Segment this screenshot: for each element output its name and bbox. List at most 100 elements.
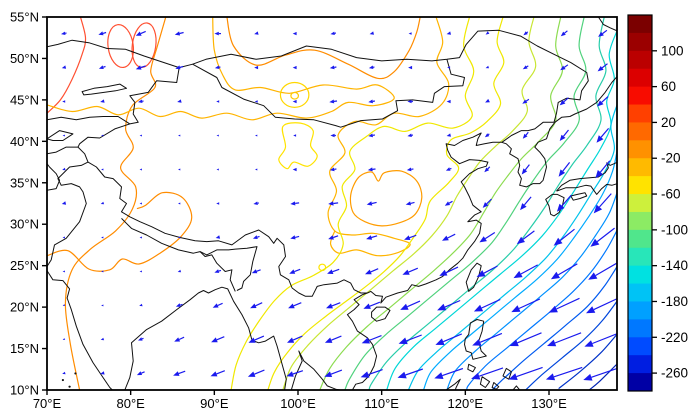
wind-arrow-head: [288, 303, 295, 309]
wind-arrow: [255, 168, 258, 171]
wind-arrow-shaft: [178, 370, 186, 375]
wind-arrow: [139, 168, 142, 171]
wind-arrow: [216, 134, 219, 137]
wind-arrow-head: [520, 203, 527, 211]
wind-arrow-head: [253, 201, 258, 205]
wind-arrow-head: [135, 65, 142, 70]
wind-arrow-shaft: [179, 31, 184, 35]
wind-arrow-head: [559, 100, 566, 106]
contour-level-20: [47, 17, 395, 121]
plot-frame: [46, 16, 618, 391]
wind-arrow-head: [363, 303, 371, 309]
colorbar-segment: [628, 301, 652, 320]
colorbar-tick-label: 60: [661, 79, 676, 94]
wind-arrow-head: [252, 235, 258, 239]
wind-arrow: [139, 303, 143, 307]
wind-arrow-shaft: [595, 262, 617, 277]
wind-arrow-shaft: [407, 300, 421, 308]
wind-arrow-head: [290, 201, 296, 206]
wind-arrow-head: [479, 236, 487, 243]
y-tick-label: 15°N: [10, 341, 39, 356]
wind-arrow-head: [434, 372, 444, 379]
wind-arrow-head: [482, 202, 489, 208]
wind-arrow-shaft: [179, 65, 184, 68]
wind-arrow-shaft: [561, 194, 572, 207]
wind-arrow: [446, 99, 451, 104]
axes-layer: 70°E 80°E 90°E 100°E 110°E 120°E 130°E 55°N 50°N…: [10, 9, 618, 411]
wind-arrow-shaft: [563, 64, 569, 68]
colorbar-tick-label: -20: [661, 151, 681, 166]
wind-arrow-head: [508, 373, 518, 380]
coastline-india-east-bengal-myanmar: [124, 286, 287, 390]
contour-level--180: [446, 190, 617, 390]
wind-arrow: [62, 134, 65, 137]
wind-arrow-shaft: [140, 30, 146, 35]
wind-arrow-shaft: [292, 370, 304, 375]
wind-arrow: [62, 304, 66, 306]
wind-arrow-head: [330, 133, 335, 138]
coastline-india-west-coast: [47, 270, 113, 390]
wind-arrow-shaft: [524, 164, 530, 171]
wind-arrow-head: [398, 337, 408, 345]
coastline-shikoku: [570, 192, 588, 201]
wind-arrow-head: [522, 99, 528, 104]
x-tick-label: 130°E: [531, 396, 567, 411]
wind-arrow-head: [442, 235, 449, 241]
wind-arrow-head: [597, 66, 604, 72]
y-tick-label: 45°N: [10, 92, 39, 107]
wind-arrow-shaft: [180, 303, 183, 306]
wind-arrow-head: [324, 337, 333, 343]
wind-arrow: [61, 65, 67, 69]
wind-arrow-shaft: [563, 97, 569, 103]
coastline-palawan: [445, 378, 461, 390]
wind-arrow-shaft: [292, 335, 303, 341]
colorbar-segment: [628, 15, 652, 34]
wind-arrow-shaft: [523, 196, 532, 206]
wind-arrow-head: [324, 371, 333, 377]
wind-arrow-shaft: [599, 160, 611, 173]
wind-arrow: [178, 168, 181, 171]
wind-arrow-shaft: [526, 31, 529, 34]
coastline-xinjiang-tibet-yunnan-border: [77, 67, 368, 297]
x-tick-label: 100°E: [280, 396, 316, 411]
wind-arrow-shaft: [601, 63, 608, 69]
y-tick-label: 50°N: [10, 51, 39, 66]
contour-level--60: [319, 17, 564, 390]
colorbar-segment: [628, 68, 652, 88]
coastline-luzon: [464, 319, 487, 360]
wind-arrow-shaft: [141, 371, 145, 374]
wind-arrow-shaft: [479, 332, 503, 343]
wind-arrow-head: [595, 170, 603, 179]
coastline-nk-china-border: [501, 121, 554, 143]
coastline-lake-balkhash: [81, 83, 127, 96]
wind-arrow-head: [248, 337, 256, 343]
wind-arrow-head: [173, 371, 180, 376]
wind-arrow-head: [329, 99, 335, 104]
wind-arrow-shaft: [333, 235, 339, 239]
wind-arrow-head: [522, 65, 528, 70]
wind-arrow: [215, 235, 221, 239]
wind-arrow-shaft: [102, 31, 107, 34]
wind-arrow-head: [326, 303, 333, 309]
wind-arrow-head: [327, 269, 334, 274]
wind-arrow: [101, 134, 104, 137]
wind-arrow-head: [405, 201, 412, 206]
colorbar-tick-label: -220: [661, 330, 688, 345]
wind-arrow-head: [138, 337, 143, 341]
wind-arrow: [101, 270, 104, 273]
wind-vectors-layer: [61, 29, 617, 381]
wind-arrow: [292, 167, 297, 172]
wind-arrow-shaft: [557, 263, 578, 276]
wind-arrow: [62, 371, 66, 375]
x-tick-label: 80°E: [116, 396, 145, 411]
colorbar-segment: [628, 194, 652, 213]
contour-level-80: [107, 23, 135, 69]
y-tick-label: 55°N: [10, 9, 39, 24]
wind-arrow-head: [368, 99, 373, 104]
wind-arrow-head: [98, 31, 104, 36]
contour-level--40: [282, 17, 537, 390]
wind-arrow-shaft: [254, 335, 265, 341]
wind-arrow-shaft: [294, 268, 301, 273]
x-tick-label: 70°E: [33, 396, 62, 411]
